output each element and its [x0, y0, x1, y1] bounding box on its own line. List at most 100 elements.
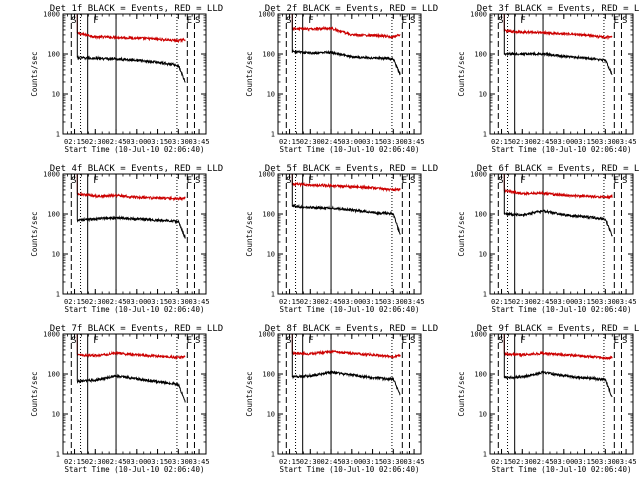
x-tick-label: 03:45 — [189, 298, 210, 306]
x-tick-label: 03:45 — [404, 458, 425, 466]
panel-title: Det 5f BLACK = Events, RED = LLD — [265, 164, 438, 174]
x-tick-label: 02:30 — [512, 138, 533, 146]
events-series-line — [503, 174, 613, 237]
panel-title: Det 4f BLACK = Events, RED = LLD — [50, 164, 223, 174]
marker-label: F — [520, 16, 525, 26]
x-tick-label: 02:15 — [64, 458, 85, 466]
lld-series-line — [291, 14, 401, 40]
marker-label: S — [622, 176, 627, 186]
x-tick-label: 02:15 — [491, 298, 512, 306]
panel-det-8: Det 8f BLACK = Events, RED = LLD 1 10 100 10… — [245, 324, 438, 474]
marker-label: S — [286, 16, 291, 26]
panel-det-6: Det 6f BLACK = Events, RED = LLD 1 10 100 10… — [457, 164, 640, 314]
x-tick-label: 02:45 — [321, 138, 342, 146]
y-tick-label: 100 — [474, 51, 487, 59]
panel-det-2: Det 2f BLACK = Events, RED = LLD 1 10 100 10… — [245, 4, 438, 154]
lld-series-line — [76, 174, 186, 202]
x-tick-label: 02:15 — [279, 138, 300, 146]
y-axis-label: Counts/sec — [245, 211, 254, 256]
marker-label: S — [195, 16, 200, 26]
marker-label: S — [71, 336, 76, 346]
marker-label: S — [410, 16, 415, 26]
marker-label: E — [614, 176, 619, 186]
marker-label: S — [71, 16, 76, 26]
x-axis-label: Start Time (10-Jul-10 02:06:40) — [65, 305, 205, 314]
axes-frame — [62, 13, 207, 135]
y-tick-label: 100 — [262, 51, 275, 59]
y-tick-label: 1000 — [470, 11, 487, 19]
y-tick-label: 1 — [56, 451, 60, 459]
x-tick-label: 03:15 — [574, 458, 595, 466]
x-tick-label: 03:30 — [168, 138, 189, 146]
y-tick-label: 10 — [479, 91, 487, 99]
lld-series-line — [291, 334, 401, 360]
x-tick-label: 03:00 — [341, 458, 362, 466]
y-axis-label: Counts/sec — [245, 51, 254, 96]
lld-series-line — [76, 14, 186, 44]
events-series-line — [76, 334, 186, 403]
y-tick-label: 100 — [262, 371, 275, 379]
y-tick-label: 10 — [267, 91, 275, 99]
marker-label: S — [286, 336, 291, 346]
x-axis-label: Start Time (10-Jul-10 02:06:40) — [492, 465, 632, 474]
marker-label: F — [520, 176, 525, 186]
x-axis-label: Start Time (10-Jul-10 02:06:40) — [65, 145, 205, 154]
x-tick-label: 02:45 — [533, 298, 554, 306]
lld-series-line — [503, 334, 613, 361]
y-tick-label: 1 — [483, 131, 487, 139]
marker-label: F — [308, 16, 313, 26]
marker-label: S — [622, 336, 627, 346]
marker-label: E — [402, 336, 407, 346]
lld-series-line — [76, 334, 186, 361]
events-series-line — [503, 14, 613, 76]
x-tick-label: 03:00 — [341, 138, 362, 146]
panel-det-9: Det 9f BLACK = Events, RED = LLD 1 10 100 10… — [457, 324, 640, 474]
marker-label: S — [410, 176, 415, 186]
marker-label: F — [93, 336, 98, 346]
x-tick-label: 03:30 — [383, 458, 404, 466]
panel-title: Det 2f BLACK = Events, RED = LLD — [265, 4, 438, 14]
y-tick-label: 1000 — [470, 331, 487, 339]
y-tick-label: 1 — [271, 131, 275, 139]
axes-frame — [489, 173, 634, 295]
marker-label: S — [410, 336, 415, 346]
x-tick-label: 03:45 — [189, 458, 210, 466]
y-tick-label: 1000 — [43, 331, 60, 339]
y-tick-label: 10 — [267, 251, 275, 259]
marker-label: E — [402, 176, 407, 186]
panel-title: Det 7f BLACK = Events, RED = LLD — [50, 324, 223, 334]
marker-label: S — [195, 336, 200, 346]
x-axis-label: Start Time (10-Jul-10 02:06:40) — [280, 465, 420, 474]
x-axis-label: Start Time (10-Jul-10 02:06:40) — [492, 145, 632, 154]
x-tick-label: 02:15 — [64, 298, 85, 306]
x-axis-label: Start Time (10-Jul-10 02:06:40) — [492, 305, 632, 314]
events-series-line — [291, 14, 401, 76]
panel-title: Det 1f BLACK = Events, RED = LLD — [50, 4, 223, 14]
x-tick-label: 02:30 — [300, 458, 321, 466]
x-axis-label: Start Time (10-Jul-10 02:06:40) — [280, 145, 420, 154]
panel-title: Det 8f BLACK = Events, RED = LLD — [265, 324, 438, 334]
y-tick-label: 1000 — [470, 171, 487, 179]
panel-title: Det 9f BLACK = Events, RED = LLD — [477, 324, 640, 334]
marker-label: E — [187, 16, 192, 26]
x-tick-label: 02:30 — [85, 138, 106, 146]
y-tick-label: 10 — [479, 251, 487, 259]
x-tick-label: 03:45 — [616, 458, 637, 466]
x-tick-label: 02:15 — [64, 138, 85, 146]
y-tick-label: 1 — [56, 291, 60, 299]
x-tick-label: 03:30 — [595, 138, 616, 146]
y-axis-label: Counts/sec — [457, 211, 466, 256]
x-tick-label: 03:45 — [404, 298, 425, 306]
marker-label: F — [93, 16, 98, 26]
x-tick-label: 03:00 — [553, 298, 574, 306]
marker-label: S — [286, 176, 291, 186]
events-series-line — [76, 174, 186, 239]
x-tick-label: 02:45 — [321, 298, 342, 306]
axes-frame — [62, 173, 207, 295]
x-tick-label: 02:30 — [512, 458, 533, 466]
lld-series-line — [503, 174, 613, 200]
marker-label: E — [614, 16, 619, 26]
events-series-line — [76, 14, 186, 83]
x-tick-label: 02:45 — [106, 298, 127, 306]
